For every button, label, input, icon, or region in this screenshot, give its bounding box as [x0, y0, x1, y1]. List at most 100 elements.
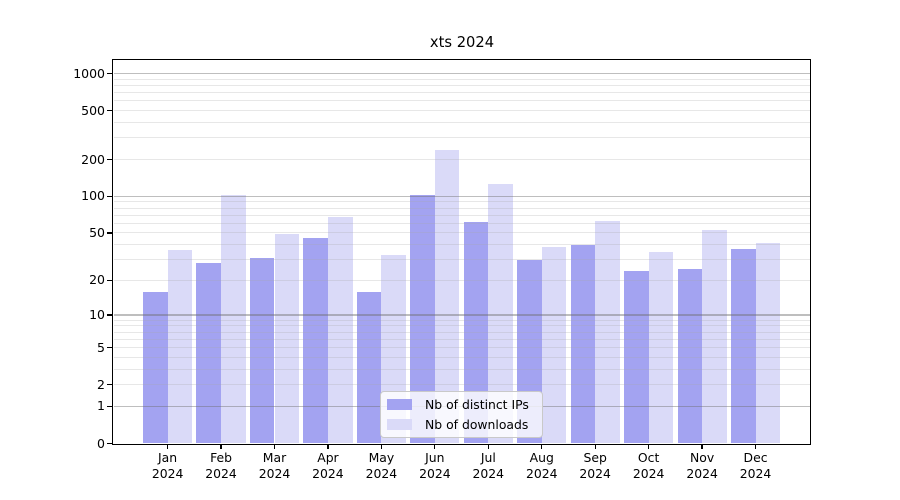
gridline-minor-90	[113, 201, 810, 203]
bar-distinct-ips-may	[356, 291, 382, 444]
y-tick-label-10: 10	[89, 307, 105, 323]
y-tick-mark-50	[106, 232, 113, 234]
gridline-minor-70	[113, 214, 810, 216]
y-tick-mark-5	[106, 346, 113, 349]
y-tick-mark-100	[106, 195, 113, 197]
gridline-minor-4	[113, 356, 810, 358]
legend-swatch-distinct-ips	[387, 399, 412, 410]
x-tick-label-may: May 2024	[365, 450, 398, 481]
x-tick-mark-jul	[487, 444, 489, 450]
x-tick-label-jan: Jan 2024	[151, 450, 184, 481]
y-tick-label-100: 100	[81, 188, 105, 204]
gridline-minor-500	[113, 110, 810, 112]
x-tick-label-dec: Dec 2024	[739, 450, 772, 481]
y-tick-mark-2	[106, 384, 113, 386]
x-tick-label-jul: Jul 2024	[472, 450, 505, 481]
x-tick-mark-apr	[327, 444, 329, 450]
gridline-minor-400	[113, 122, 810, 124]
y-tick-label-0: 0	[97, 435, 105, 451]
bar-downloads-sep	[595, 220, 620, 444]
gridline-minor-60	[113, 222, 810, 224]
x-tick-label-mar: Mar 2024	[258, 450, 291, 481]
gridline-minor-40	[113, 244, 810, 246]
x-tick-label-apr: Apr 2024	[312, 450, 344, 481]
chart-title: xts 2024	[429, 34, 495, 51]
legend-label-downloads: Nb of downloads	[425, 417, 529, 432]
bar-downloads-mar	[274, 234, 300, 444]
gridline-major-10	[113, 314, 810, 316]
x-tick-label-feb: Feb 2024	[205, 450, 237, 481]
bar-downloads-feb	[221, 195, 246, 444]
bar-downloads-aug	[541, 247, 567, 444]
x-tick-label-jun: Jun 2024	[419, 450, 451, 481]
gridline-major-1000	[113, 72, 810, 75]
gridline-minor-800	[113, 84, 810, 86]
gridline-major-100	[113, 195, 810, 197]
bar-distinct-ips-jan	[143, 291, 168, 444]
bar-distinct-ips-apr	[303, 238, 328, 444]
x-tick-label-sep: Sep 2024	[579, 450, 611, 481]
gridline-minor-2	[113, 384, 810, 386]
x-tick-mark-aug	[541, 444, 543, 450]
y-tick-label-1000: 1000	[73, 65, 105, 81]
gridline-minor-3	[113, 368, 810, 370]
gridline-minor-30	[113, 259, 810, 261]
gridline-minor-80	[113, 207, 810, 209]
legend: Nb of distinct IPs Nb of downloads	[380, 391, 543, 438]
bar-downloads-dec	[755, 243, 781, 444]
y-tick-label-50: 50	[89, 224, 105, 240]
x-tick-mark-jan	[166, 444, 169, 450]
gridline-minor-5	[113, 347, 810, 349]
bar-distinct-ips-dec	[730, 248, 756, 444]
y-tick-label-1: 1	[97, 398, 105, 414]
legend-item-downloads: Nb of downloads	[387, 417, 542, 432]
gridline-minor-600	[113, 100, 810, 102]
x-tick-label-nov: Nov 2024	[686, 450, 718, 481]
gridline-minor-300	[113, 137, 810, 139]
y-tick-mark-1000	[106, 72, 113, 75]
x-tick-mark-oct	[648, 444, 650, 450]
y-tick-label-500: 500	[81, 102, 105, 118]
bar-downloads-jan	[167, 250, 193, 444]
gridline-minor-700	[113, 92, 810, 94]
y-tick-label-200: 200	[81, 151, 105, 167]
x-tick-mark-may	[380, 444, 383, 450]
y-tick-mark-10	[106, 314, 113, 316]
x-tick-mark-jun	[434, 444, 436, 450]
x-tick-mark-sep	[594, 444, 596, 450]
y-tick-mark-500	[106, 109, 113, 112]
gridline-minor-900	[113, 78, 810, 80]
y-tick-mark-1	[106, 405, 113, 408]
gridline-minor-8	[113, 325, 810, 327]
legend-swatch-downloads	[387, 419, 412, 430]
legend-item-distinct-ips: Nb of distinct IPs	[387, 397, 542, 412]
x-tick-label-aug: Aug 2024	[525, 450, 558, 481]
y-tick-label-5: 5	[97, 339, 105, 355]
gridline-minor-6	[113, 338, 810, 340]
bar-distinct-ips-feb	[196, 263, 222, 444]
bar-distinct-ips-mar	[249, 257, 275, 444]
x-tick-mark-mar	[273, 444, 276, 450]
x-tick-label-oct: Oct 2024	[632, 450, 665, 481]
y-tick-mark-20	[106, 279, 113, 282]
bar-downloads-apr	[327, 216, 353, 444]
y-tick-mark-200	[106, 158, 113, 161]
bar-distinct-ips-sep	[570, 244, 596, 444]
legend-label-distinct-ips: Nb of distinct IPs	[425, 397, 529, 412]
bar-downloads-nov	[702, 229, 727, 444]
gridline-minor-200	[113, 159, 810, 161]
bar-distinct-ips-oct	[624, 271, 649, 444]
x-tick-mark-feb	[220, 444, 222, 450]
gridline-minor-7	[113, 331, 810, 333]
y-tick-mark-0	[106, 442, 113, 445]
x-tick-mark-nov	[701, 444, 703, 450]
bar-distinct-ips-nov	[677, 269, 703, 444]
y-tick-label-20: 20	[89, 272, 105, 288]
gridline-minor-20	[113, 279, 810, 281]
gridline-minor-9	[113, 319, 810, 321]
x-tick-mark-dec	[754, 444, 757, 450]
y-tick-label-2: 2	[97, 376, 105, 392]
